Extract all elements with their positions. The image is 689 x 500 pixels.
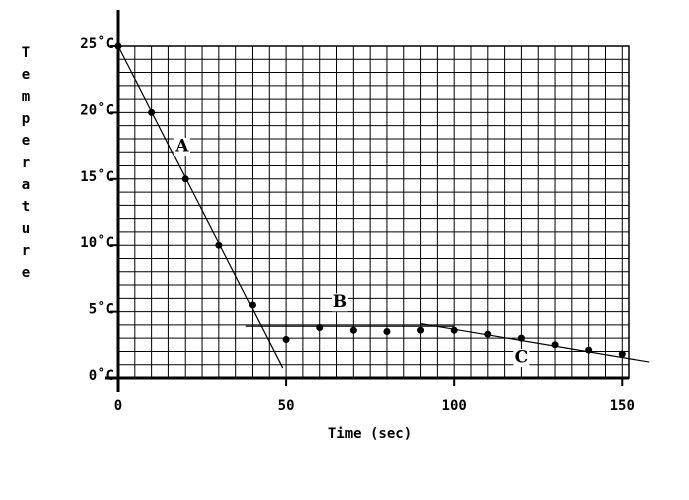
x-tick-label: 100 [442,398,467,414]
y-tick-label: 25˚C [80,35,114,52]
y-tick-label: 15˚C [80,168,114,185]
annotation: A [174,136,189,156]
y-tick-label: 20˚C [80,101,114,118]
data-point [517,334,525,342]
data-point [215,241,223,249]
data-point [248,301,256,309]
data-point [450,326,458,334]
y-tick-label: 0˚C [89,367,114,384]
y-tick-label: 5˚C [89,301,114,318]
annotation: B [333,292,347,312]
data-point [417,326,425,334]
trend-line [420,322,650,363]
x-tick-label: 50 [278,398,295,414]
data-point [349,326,357,334]
plot-border [117,45,630,379]
data-point [181,175,189,183]
annotation-bg [513,349,530,368]
trend-line [117,45,284,369]
annotation-bg [331,293,348,312]
data-point [484,330,492,338]
data-point [585,346,593,354]
data-point [282,335,290,343]
data-point [316,324,324,332]
data-point [114,42,122,50]
data-point [618,350,626,358]
x-axis-label: Time (sec) [328,426,412,442]
data-point [383,328,391,336]
y-axis-label: Temperature [18,45,34,287]
annotation: C [515,348,529,368]
x-tick-label: 150 [610,398,635,414]
annotation-bg [173,137,190,156]
data-point [148,108,156,116]
y-tick-label: 10˚C [80,234,114,251]
x-tick-label: 0 [114,398,122,414]
data-point [551,341,559,349]
